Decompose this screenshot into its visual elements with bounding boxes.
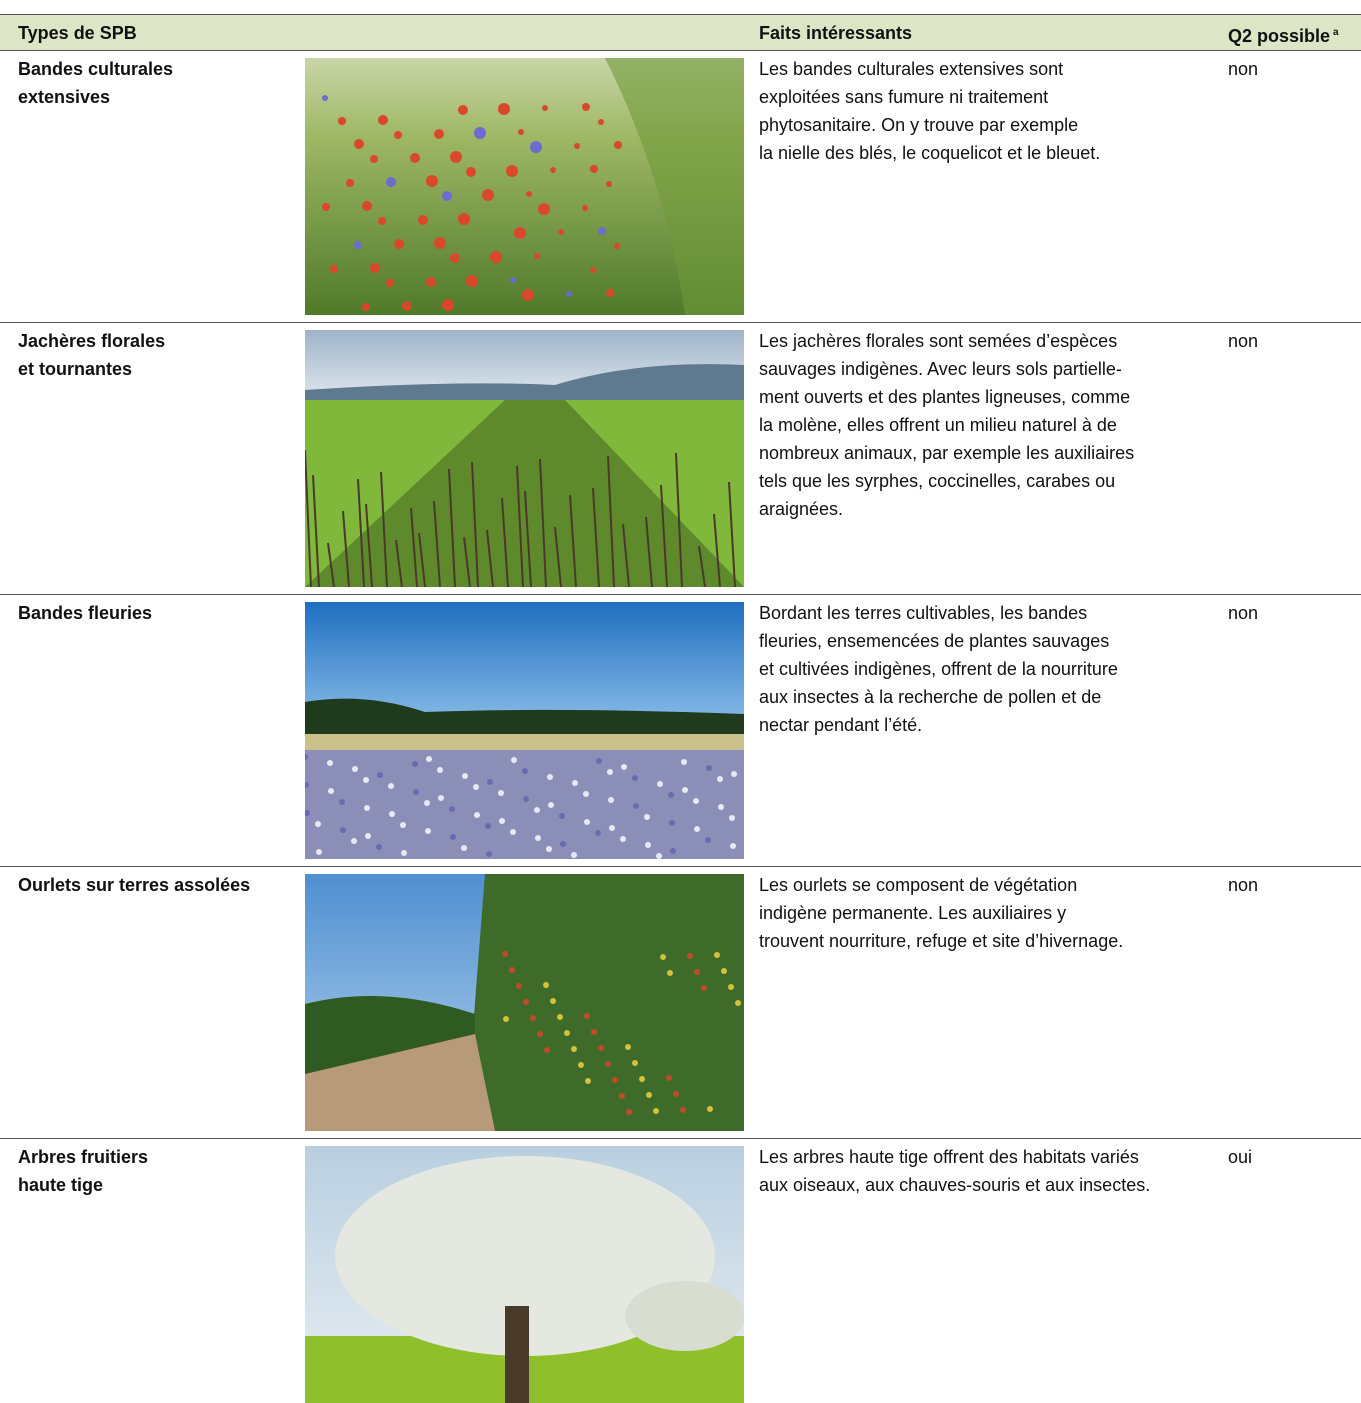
row-q2: non bbox=[1228, 875, 1259, 895]
photo bbox=[305, 602, 744, 859]
row-separator bbox=[0, 594, 1361, 595]
row-type: Jachères florales et tournantes bbox=[18, 331, 166, 379]
header-facts: Faits intéressants bbox=[759, 23, 913, 43]
row-q2: non bbox=[1228, 59, 1259, 79]
photo bbox=[305, 874, 744, 1131]
photo bbox=[305, 1146, 744, 1403]
row-q2: oui bbox=[1228, 1147, 1253, 1167]
row-separator bbox=[0, 322, 1361, 323]
row-facts: Les jachères florales sont semées d’espè… bbox=[759, 331, 1135, 519]
row-type: Bandes fleuries bbox=[18, 603, 153, 623]
row-facts: Bordant les terres cultivables, les band… bbox=[759, 603, 1118, 735]
row-q2: non bbox=[1228, 603, 1259, 623]
footnote-mark: a bbox=[1333, 27, 1339, 38]
header-q2-text: Q2 possible bbox=[1228, 26, 1331, 46]
row-type: Bandes culturales extensives bbox=[18, 59, 174, 107]
row-type: Ourlets sur terres assolées bbox=[18, 875, 251, 895]
row-facts: Les arbres haute tige offrent des habita… bbox=[759, 1147, 1151, 1195]
header-q2: Q2 possible a bbox=[1228, 20, 1339, 49]
photo bbox=[305, 58, 744, 315]
header-type: Types de SPB bbox=[18, 23, 137, 43]
row-type: Arbres fruitiers haute tige bbox=[18, 1147, 149, 1195]
photo bbox=[305, 330, 744, 587]
row-separator bbox=[0, 1138, 1361, 1139]
row-q2: non bbox=[1228, 331, 1259, 351]
header-bar bbox=[0, 14, 1361, 51]
row-separator bbox=[0, 866, 1361, 867]
row-facts: Les ourlets se composent de végétation i… bbox=[759, 875, 1124, 951]
row-facts: Les bandes culturales extensives sont ex… bbox=[759, 59, 1101, 163]
